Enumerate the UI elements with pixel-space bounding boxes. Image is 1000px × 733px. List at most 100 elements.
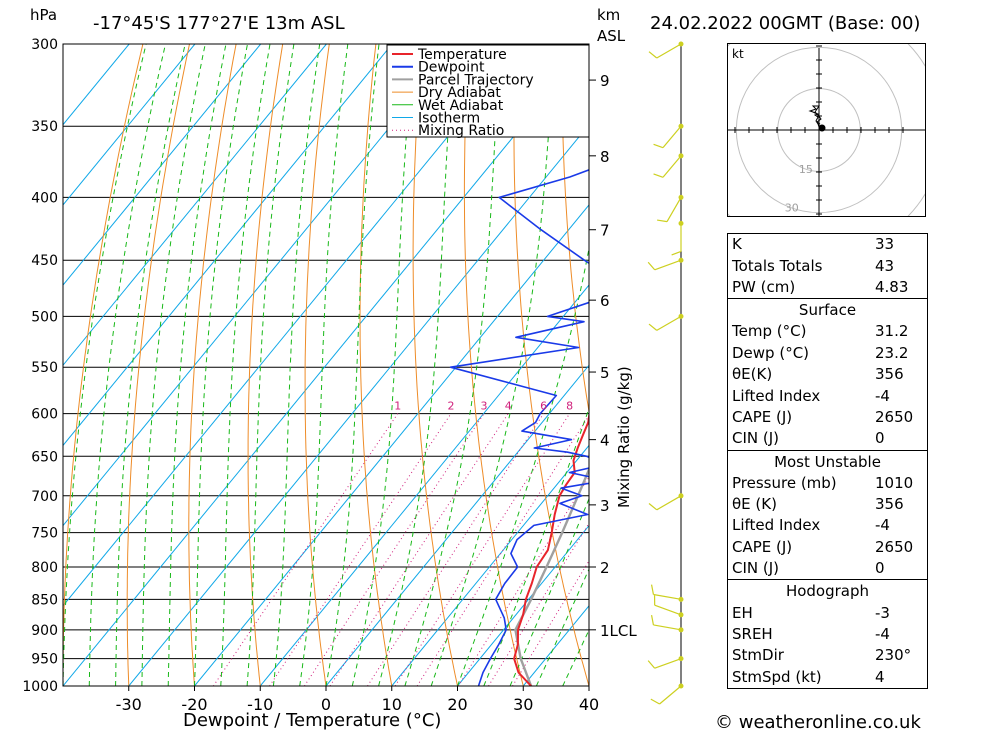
isotherm-line xyxy=(63,44,393,447)
isotherm-line xyxy=(325,364,589,686)
hodograph-chart: kt 153045 xyxy=(728,44,925,216)
wind-barb-staff xyxy=(654,658,682,669)
legend-entry: Temperature xyxy=(417,47,507,63)
isotherm-line xyxy=(259,284,589,686)
dry-adiabat-line xyxy=(561,44,589,415)
indices-label: K xyxy=(732,235,742,254)
surface-label: Lifted Index xyxy=(732,386,821,405)
x-tick-label: 0 xyxy=(321,695,331,714)
hodo-row: StmSpd (kt) 4 xyxy=(728,667,927,688)
pressure-tick-label: 450 xyxy=(31,253,58,269)
pressure-tick-label: 750 xyxy=(31,526,58,542)
dry-adiabat-line xyxy=(513,44,589,686)
location-title: -17°45'S 177°27'E 13m ASL xyxy=(93,13,345,34)
isotherm-line xyxy=(63,44,459,527)
surface-table: Temp (°C) 31.2 Dewp (°C) 23.2 θE(K) 356 Lif… xyxy=(728,321,927,449)
wet-adiabat-line xyxy=(63,44,147,686)
km-tick-label: 3 xyxy=(600,497,610,515)
wind-barb-dot xyxy=(678,313,684,319)
dewpoint-line xyxy=(449,169,589,686)
legend-entry: Mixing Ratio xyxy=(418,123,504,139)
wind-barb-dot xyxy=(678,153,684,159)
surface-value: 356 xyxy=(875,365,904,384)
surface-row: Lifted Index -4 xyxy=(728,385,927,406)
wind-barb-staff xyxy=(659,685,682,705)
x-tick-label: 10 xyxy=(382,695,402,714)
wind-barb-staff xyxy=(654,604,682,616)
mixing-ratio-axis-label: Mixing Ratio (g/kg) xyxy=(615,366,633,508)
hodo-row: SREH -4 xyxy=(728,624,927,645)
dry-adiabat-line xyxy=(359,44,393,686)
wet-adiabat-line xyxy=(167,44,227,686)
wind-barb-flag xyxy=(653,143,664,149)
mu-row: CAPE (J) 2650 xyxy=(728,537,927,558)
dry-adiabat-line xyxy=(929,7,1000,712)
legend-entry: Parcel Trajectory xyxy=(418,72,534,88)
pressure-tick-label: 650 xyxy=(31,449,58,465)
dry-adiabat-line xyxy=(188,44,237,686)
most-unstable-title: Most Unstable xyxy=(774,452,881,471)
wet-adiabat-line xyxy=(325,44,380,686)
mu-value: -4 xyxy=(875,516,890,535)
dry-adiabat-line xyxy=(974,7,1000,712)
isotherm-line xyxy=(391,444,589,686)
x-tick-label: -30 xyxy=(116,695,142,714)
dry-adiabat-line xyxy=(463,44,524,686)
hodograph-stats-table: EH -3 SREH -4 StmDir 230° StmSpd (kt) 4 xyxy=(728,602,927,688)
pressure-tick-label: 600 xyxy=(31,407,58,423)
mixing-ratio-label: 2 xyxy=(448,400,455,413)
surface-value: 0 xyxy=(875,429,885,448)
hodo-label: EH xyxy=(732,603,753,622)
km-tick-label: 8 xyxy=(600,148,610,166)
mu-label: Pressure (mb) xyxy=(732,473,837,492)
wind-barb-dot xyxy=(678,220,684,226)
wet-adiabat-line xyxy=(299,44,349,686)
hodograph-panel: kt 153045 xyxy=(727,43,926,217)
wind-barb-dot xyxy=(678,627,684,633)
surface-value: -4 xyxy=(875,386,890,405)
mixing-ratio-label: 3 xyxy=(480,400,487,413)
hodo-value: 4 xyxy=(875,667,885,686)
wet-adiabat-line xyxy=(220,44,271,686)
mixing-ratio-line xyxy=(457,476,589,686)
x-tick-label: -10 xyxy=(247,695,273,714)
mu-label: CIN (J) xyxy=(732,559,780,578)
isotherm-line xyxy=(63,44,196,206)
mixing-ratio-line xyxy=(212,413,399,686)
mixing-ratio-line xyxy=(329,413,509,686)
isotherm-line xyxy=(128,123,589,686)
mu-row: Lifted Index -4 xyxy=(728,515,927,536)
mu-label: Lifted Index xyxy=(732,516,821,535)
wind-barb-dot xyxy=(678,683,684,689)
wind-barb-staff xyxy=(666,197,682,222)
isotherm-line xyxy=(194,204,589,686)
pressure-unit-label: hPa xyxy=(30,6,57,24)
indices-value: 4.83 xyxy=(875,277,909,296)
wet-adiabat-line xyxy=(246,44,295,686)
wind-barb-flag xyxy=(648,503,658,511)
isotherm-line xyxy=(63,44,589,686)
isotherm-line xyxy=(63,44,525,607)
wind-barb-staff xyxy=(662,155,682,178)
legend-box xyxy=(386,44,590,138)
wind-barb-dot xyxy=(678,123,684,129)
most-unstable-table: Pressure (mb) 1010 θE (K) 356 Lifted Index… xyxy=(728,473,927,580)
wet-adiabat-line xyxy=(404,44,502,686)
wind-barb-staff xyxy=(656,315,682,331)
pressure-tick-label: 400 xyxy=(31,190,58,206)
surface-value: 2650 xyxy=(875,407,914,426)
surface-label: Temp (°C) xyxy=(732,322,807,341)
indices-value: 33 xyxy=(875,235,895,254)
x-tick-label: 20 xyxy=(447,695,467,714)
datetime-title: 24.02.2022 00GMT (Base: 00) xyxy=(650,13,920,34)
wet-adiabat-line xyxy=(88,44,167,686)
surface-label: CAPE (J) xyxy=(732,407,793,426)
mixing-ratio-label: 8 xyxy=(566,400,573,413)
wind-barb-flag xyxy=(647,660,656,669)
wind-barb-flag xyxy=(653,173,664,178)
surface-value: 31.2 xyxy=(875,322,909,341)
wind-barb-staff xyxy=(654,259,682,271)
indices-value: 43 xyxy=(875,256,895,275)
